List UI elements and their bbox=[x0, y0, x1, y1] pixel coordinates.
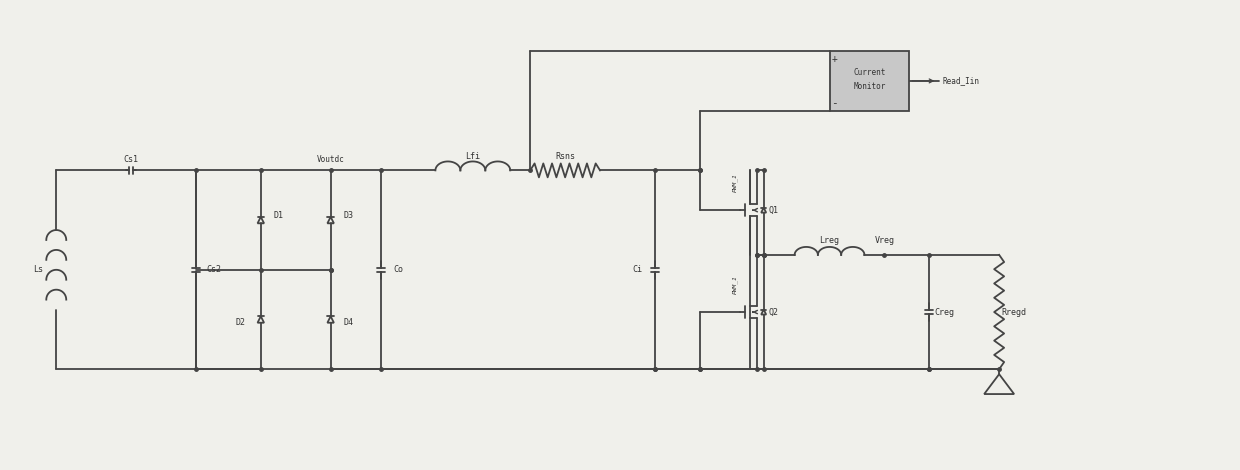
Text: Ls: Ls bbox=[33, 265, 43, 274]
Text: Lfi: Lfi bbox=[465, 152, 480, 161]
Text: +: + bbox=[832, 54, 837, 64]
Text: Current: Current bbox=[853, 69, 885, 78]
Text: Rregd: Rregd bbox=[1002, 307, 1027, 316]
Text: Rsns: Rsns bbox=[556, 152, 575, 161]
Bar bbox=[830, 51, 909, 111]
Text: Monitor: Monitor bbox=[853, 82, 885, 91]
Text: Co: Co bbox=[393, 265, 403, 274]
Text: Lreg: Lreg bbox=[820, 236, 839, 245]
Text: Q1: Q1 bbox=[769, 206, 779, 215]
Text: Ci: Ci bbox=[632, 265, 642, 274]
Text: -: - bbox=[831, 98, 838, 108]
Text: PWM_1: PWM_1 bbox=[732, 275, 738, 294]
Text: D1: D1 bbox=[274, 211, 284, 219]
Text: Cs1: Cs1 bbox=[124, 155, 139, 164]
Text: PWM_1: PWM_1 bbox=[732, 173, 738, 192]
Text: D2: D2 bbox=[236, 318, 246, 327]
Text: D3: D3 bbox=[343, 211, 353, 219]
Text: Creg: Creg bbox=[934, 307, 955, 316]
Text: Cs2: Cs2 bbox=[206, 265, 222, 274]
Text: Q2: Q2 bbox=[769, 307, 779, 316]
Text: Read_Iin: Read_Iin bbox=[942, 77, 980, 86]
Text: Vreg: Vreg bbox=[874, 236, 894, 245]
Text: D4: D4 bbox=[343, 318, 353, 327]
Text: Voutdc: Voutdc bbox=[316, 155, 345, 164]
